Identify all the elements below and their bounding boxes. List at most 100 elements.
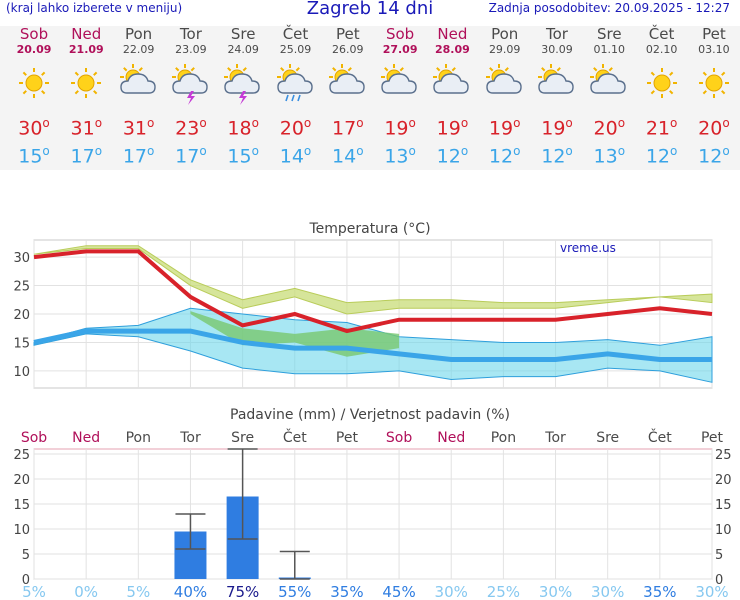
day-name: Sob <box>385 25 415 43</box>
day-column[interactable]: Sre 24.09 18o 15o <box>217 25 269 168</box>
y-tick-label: 5 <box>22 548 30 563</box>
day-name: Ned <box>437 25 468 43</box>
y-tick-label: 10 <box>13 365 30 380</box>
y-tick-label-right: 0 <box>715 573 723 588</box>
day-column[interactable]: Tor 30.09 19o 12o <box>531 25 583 168</box>
max-temp: 20o <box>593 116 626 140</box>
sun-cloud-icon <box>113 57 165 109</box>
sun-cloud-icon <box>583 57 635 109</box>
min-temp: 15o <box>18 144 50 168</box>
day-column[interactable]: Sre 01.10 20o 13o <box>583 25 635 167</box>
day-name: Tor <box>179 25 202 43</box>
probability-label: 30% <box>591 583 624 600</box>
day-date: 21.09 <box>68 43 104 56</box>
day-column[interactable]: Čet 25.09 20o 14o <box>270 25 322 168</box>
sun-storm-icon <box>217 57 269 109</box>
day-column[interactable]: Sob 20.09 30o 15o <box>8 25 60 168</box>
page-title: Zagreb 14 dni <box>306 0 434 19</box>
max-temp: 21o <box>645 116 678 140</box>
category-label: Sob <box>21 430 47 446</box>
day-name: Tor <box>546 25 568 43</box>
day-name: Pet <box>702 25 726 43</box>
min-temp: 12o <box>645 144 678 168</box>
min-temp: 12o <box>541 144 573 168</box>
min-temp: 14o <box>279 144 312 168</box>
category-label: Sob <box>386 430 412 446</box>
probability-label: 30% <box>695 583 728 600</box>
y-tick-label: 15 <box>13 498 30 513</box>
y-tick-label: 30 <box>13 251 30 266</box>
max-temp: 20o <box>279 116 312 140</box>
day-date: 23.09 <box>175 43 207 56</box>
plot-area <box>33 448 713 580</box>
day-date: 29.09 <box>488 43 521 56</box>
sun-cloud-icon <box>426 57 478 109</box>
sun-cloud-icon <box>374 57 426 109</box>
day-column[interactable]: Pet 03.10 20o 12o <box>688 25 740 168</box>
min-temp: 12o <box>488 144 521 168</box>
sun-icon <box>688 57 740 109</box>
sun-storm-icon <box>165 57 217 109</box>
last-updated: Zadnja posodobitev: 20.09.2025 - 12:27 <box>488 1 730 15</box>
probability-label: 5% <box>126 583 150 600</box>
day-column[interactable]: Pet 26.09 17o 14o <box>322 25 374 168</box>
y-tick-label-right: 20 <box>715 473 732 488</box>
day-column[interactable]: Čet 02.10 21o 12o <box>636 25 688 168</box>
min-temp: 17o <box>122 144 155 168</box>
day-date: 25.09 <box>279 43 312 56</box>
day-name: Čet <box>648 25 675 43</box>
category-label: Pet <box>701 430 724 446</box>
category-label: Ned <box>72 430 100 446</box>
probability-label: 55% <box>278 583 311 600</box>
day-column[interactable]: Pon 22.09 31o 17o <box>113 26 165 168</box>
sun-cloud-icon <box>531 57 583 109</box>
max-temp: 23o <box>175 116 207 140</box>
min-temp: 17o <box>175 144 207 168</box>
y-tick-label-right: 10 <box>715 523 732 538</box>
chart-title: Temperatura (°C) <box>308 221 430 237</box>
y-tick-label-right: 5 <box>715 548 723 563</box>
probability-label: 40% <box>174 583 207 600</box>
max-temp: 30o <box>18 116 50 140</box>
min-temp: 13o <box>384 144 416 168</box>
temperature-chart: 10 15 20 25 30 Temperatura (°C) vreme.us <box>13 221 713 389</box>
day-column[interactable]: Sob 27.09 19o 13o <box>374 25 426 168</box>
day-column[interactable]: Pon 29.09 19o 12o <box>479 26 531 168</box>
max-temp: 17o <box>332 116 364 140</box>
overlap-band <box>190 311 400 357</box>
precipitation-chart: Padavine (mm) / Verjetnost padavin (%) So… <box>13 407 732 600</box>
y-tick-label-right: 15 <box>715 498 732 513</box>
category-label: Čet <box>283 428 307 446</box>
probability-label: 30% <box>435 583 468 600</box>
day-date: 20.09 <box>16 43 52 56</box>
min-temp: 12o <box>436 144 469 168</box>
day-date: 26.09 <box>332 43 364 56</box>
day-name: Čet <box>282 25 309 43</box>
day-name: Sob <box>19 25 49 43</box>
y-tick-label: 25 <box>13 280 30 295</box>
day-name: Sre <box>230 25 256 43</box>
probability-label: 45% <box>382 583 415 600</box>
top-bar: (kraj lahko izberete v meniju) Zagreb 14… <box>0 0 740 22</box>
min-temp: 15o <box>227 144 259 168</box>
min-temp: 17o <box>70 144 103 168</box>
watermark: vreme.us <box>560 241 616 255</box>
chart-title: Padavine (mm) / Verjetnost padavin (%) <box>230 407 510 423</box>
category-label: Tor <box>179 430 201 446</box>
day-column[interactable]: Ned 28.09 19o 12o <box>426 25 478 168</box>
category-label: Sre <box>231 430 254 446</box>
probability-label: 5% <box>22 583 46 600</box>
probability-label: 25% <box>487 583 520 600</box>
day-name: Ned <box>71 25 102 43</box>
max-temp: 19o <box>541 116 573 140</box>
probability-label: 75% <box>226 583 259 600</box>
day-column[interactable]: Ned 21.09 31o 17o <box>60 25 112 168</box>
day-name: Pet <box>335 25 360 43</box>
day-column[interactable]: Tor 23.09 23o 17o <box>165 25 217 168</box>
y-tick-label: 25 <box>13 448 30 463</box>
max-temp: 31o <box>70 116 103 140</box>
day-name: Sre <box>597 25 622 43</box>
min-temp: 14o <box>332 144 364 168</box>
location-menu-hint[interactable]: (kraj lahko izberete v meniju) <box>6 1 183 15</box>
day-date: 28.09 <box>434 43 470 56</box>
